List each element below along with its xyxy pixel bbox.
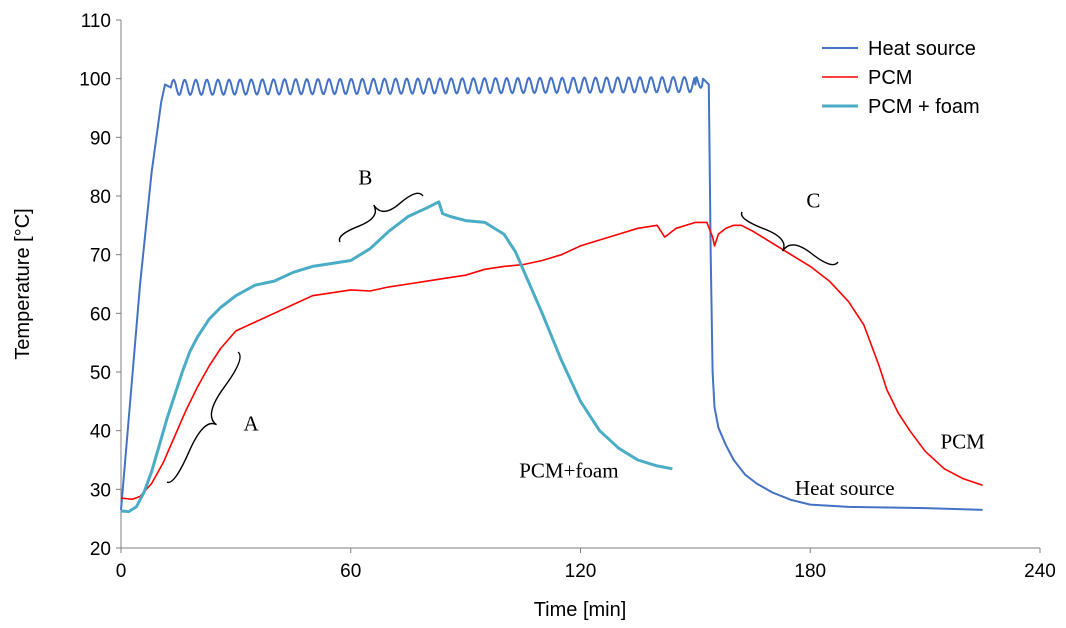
annotation-a: A [244,412,260,436]
series-line-pcm [120,221,983,501]
x-axis-ticks: 0 60 120 180 240 [116,548,1056,582]
y-tick-label: 20 [90,539,111,560]
annotation-pcm-foam: PCM+foam [519,459,618,483]
series-line-heat-source [120,76,983,511]
legend-label: PCM + foam [868,96,980,118]
series-line-pcm-foam [120,200,673,514]
x-axis-title: Time [min] [534,599,627,621]
brace-c [740,211,839,266]
y-tick-label: 90 [90,128,111,149]
annotation-pcm: PCM [940,429,985,453]
series-lines [120,76,983,514]
annotation-heat-source: Heat source [795,476,895,500]
y-tick-label: 30 [90,480,111,501]
y-tick-label: 40 [90,422,111,443]
annotations: A B C PCM+foam Heat source PCM [244,165,986,500]
y-axis-ticks: 20 30 40 50 60 70 80 90 100 110 [79,11,121,560]
brace-a [166,351,241,484]
x-tick-label: 0 [116,561,127,582]
y-axis-title: Temperature [°C] [12,208,34,359]
annotation-b: B [358,165,372,189]
y-tick-label: 100 [79,70,111,91]
x-tick-label: 180 [794,561,826,582]
x-tick-label: 240 [1024,561,1056,582]
legend-label: PCM [868,67,912,89]
x-tick-label: 120 [565,561,597,582]
y-tick-label: 80 [90,187,111,208]
y-tick-label: 110 [81,11,111,32]
legend: Heat source PCM PCM + foam [822,38,980,118]
x-tick-label: 60 [340,561,361,582]
y-tick-label: 70 [90,246,111,267]
annotation-c: C [806,189,820,213]
annotation-braces [166,192,839,484]
y-tick-label: 50 [90,363,111,384]
legend-label: Heat source [868,38,976,60]
brace-b [338,192,424,243]
y-tick-label: 60 [90,304,111,325]
